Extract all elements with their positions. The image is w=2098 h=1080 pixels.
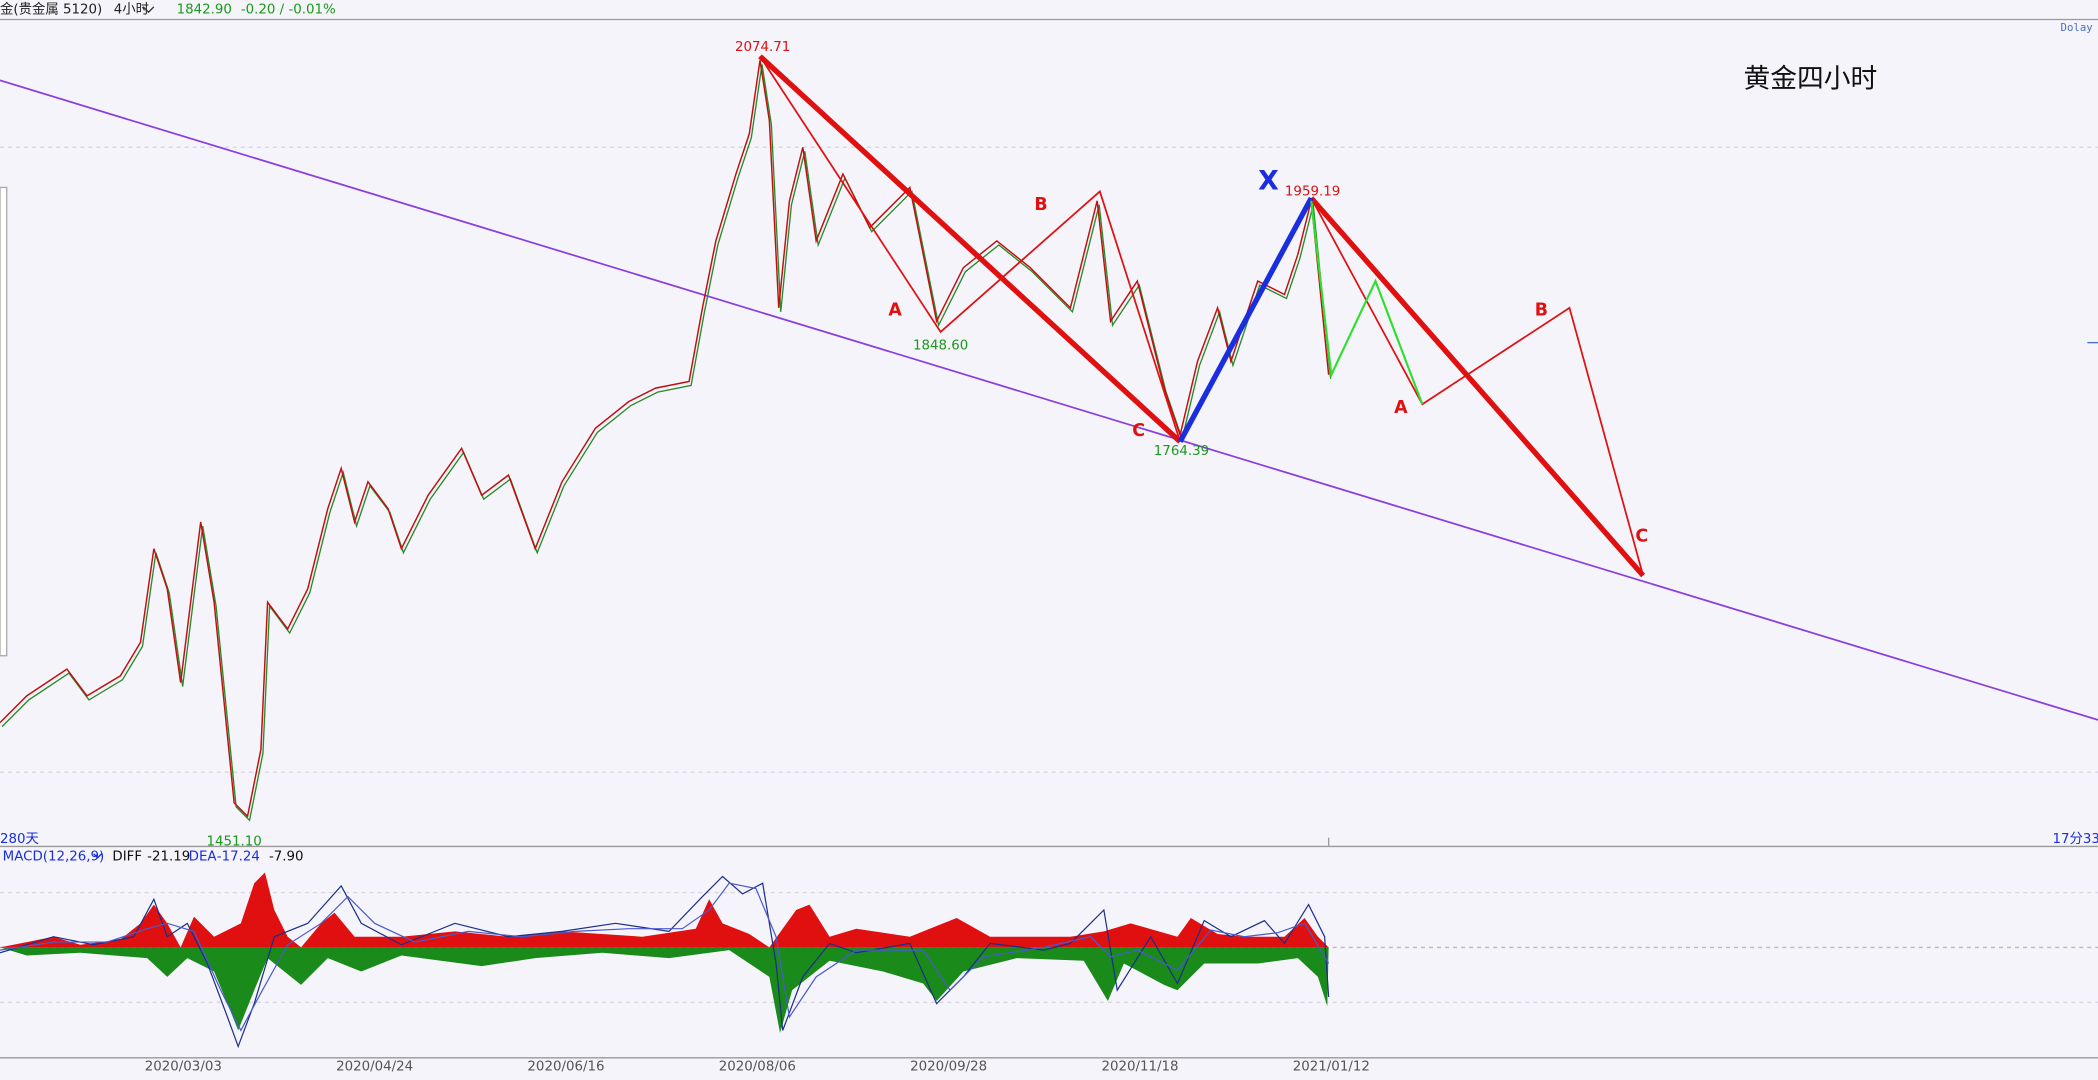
wave-green xyxy=(1310,200,1424,405)
date-label: 2020/04/24 xyxy=(336,1060,413,1075)
date-label: 2021/01/12 xyxy=(1293,1060,1370,1075)
price-label: 2074.71 xyxy=(735,40,790,55)
dea-value: -17.24 xyxy=(217,849,260,864)
price-path-shadow xyxy=(1,64,1332,822)
macd-positive xyxy=(0,872,1329,948)
wave-x xyxy=(1177,196,1314,443)
price-label: 1959.19 xyxy=(1285,184,1340,199)
wave-label: C xyxy=(1635,527,1648,547)
wave-label: C xyxy=(1132,421,1145,441)
wave-label: B xyxy=(1034,195,1047,215)
macd-diff-line xyxy=(0,875,1330,1049)
diff-label: DIFF xyxy=(112,849,142,864)
macd-dropdown[interactable] xyxy=(93,853,103,859)
symbol: 金(贵金属 5120) xyxy=(0,1,102,17)
dea-label: DEA xyxy=(189,849,218,864)
span-label: 280天 xyxy=(0,832,39,847)
period-dropdown[interactable] xyxy=(142,6,155,14)
price-path xyxy=(0,60,1330,818)
price-label: 1848.60 xyxy=(913,338,968,353)
wave-label: A xyxy=(1394,398,1408,418)
macd-value: -7.90 xyxy=(269,849,304,864)
timer-label: 17分33秒 xyxy=(2053,831,2098,847)
date-label: 2020/11/18 xyxy=(1101,1060,1178,1075)
date-label: 2020/08/06 xyxy=(719,1060,796,1075)
price-label: 1451.10 xyxy=(206,835,261,850)
chart-title: 黄金四小时 xyxy=(1743,63,1877,94)
date-label: 2020/09/28 xyxy=(910,1060,987,1075)
wave-label: X xyxy=(1258,166,1279,197)
wave-main-projection xyxy=(1309,196,1646,578)
side-panel xyxy=(0,186,8,657)
brand: Dolay xyxy=(2061,21,2094,34)
diff-value: -21.19 xyxy=(147,849,190,864)
wave-label: A xyxy=(888,301,902,321)
change: -0.20 / -0.01% xyxy=(241,2,336,17)
wave-main xyxy=(758,54,1182,444)
date-label: 2020/03/03 xyxy=(145,1060,222,1075)
price: 1842.90 xyxy=(177,2,232,17)
date-label: 2020/06/16 xyxy=(527,1060,604,1075)
macd-name[interactable]: MACD(12,26,9) xyxy=(3,849,105,864)
macd-dea-line xyxy=(0,882,1330,1032)
wave-abc xyxy=(759,55,1181,442)
trend-line xyxy=(0,79,2098,721)
period[interactable]: 4小时 xyxy=(114,1,149,17)
price-label: 1764.39 xyxy=(1154,444,1209,459)
macd-negative xyxy=(0,947,1329,1034)
date-axis: 2020/03/03 2020/04/24 2020/06/16 2020/08… xyxy=(145,1060,1370,1075)
wave-label: B xyxy=(1535,301,1548,321)
